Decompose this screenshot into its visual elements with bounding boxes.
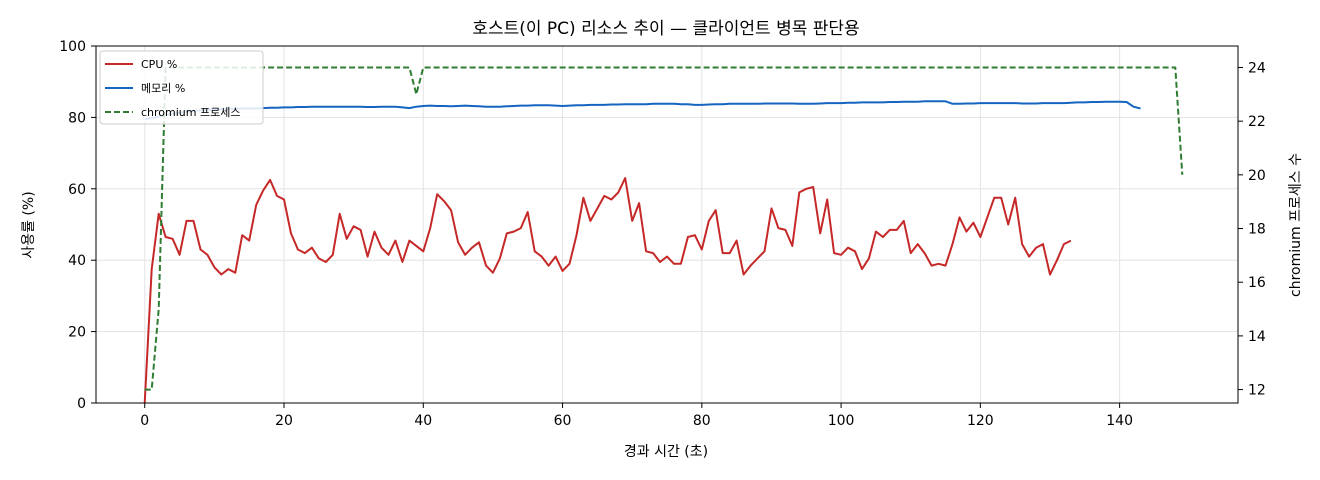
y2-tick-label: 22 [1248,114,1266,130]
y2-tick-label: 18 [1248,222,1266,238]
cpu-series-line [143,177,1072,404]
y-tick-label: 80 [68,110,86,126]
legend-entry-memory-label: 메모리 % [141,82,185,95]
legend-entry-chromium-label: chromium 프로세스 [141,106,240,119]
memory-series-line [144,100,1141,121]
y-axis-label: 사용률 (%) [21,191,37,258]
y-tick-label: 0 [77,396,86,412]
y2-tick-label: 14 [1248,329,1266,345]
x-tick-label: 80 [693,413,711,429]
x-axis-ticks: 0 20 40 60 80 100 120 140 [140,403,1133,429]
x-tick-label: 100 [828,413,855,429]
y-tick-label: 20 [68,325,86,341]
y-axis-ticks: 0 20 40 60 80 100 [59,39,96,412]
plot-area-frame [95,45,1239,404]
chromium-process-series-line [144,66,1184,391]
y2-tick-label: 20 [1248,168,1266,184]
y2-tick-label: 24 [1248,60,1266,76]
x-tick-label: 40 [414,413,432,429]
y2-tick-label: 12 [1248,383,1266,399]
x-tick-label: 140 [1106,413,1133,429]
series-layer [143,66,1184,404]
x-axis-label: 경과 시간 (초) [624,444,708,460]
legend-box [99,50,264,125]
y-tick-label: 40 [68,253,86,269]
x-tick-label: 0 [140,413,149,429]
x-tick-label: 60 [554,413,572,429]
y2-axis-label: chromium 프로세스 수 [1288,153,1304,297]
y2-axis-ticks: 12 14 16 18 20 22 24 [1238,60,1266,399]
legend-entry-cpu-label: CPU % [141,58,177,71]
chart-title: 호스트(이 PC) 리소스 추이 — 클라이언트 병목 판단용 [472,19,859,39]
y-tick-label: 60 [68,182,86,198]
y2-tick-label: 16 [1248,275,1266,291]
y-tick-label: 100 [59,39,86,55]
x-tick-label: 20 [275,413,293,429]
legend: CPU % 메모리 % chromium 프로세스 [99,50,264,125]
x-tick-label: 120 [967,413,994,429]
